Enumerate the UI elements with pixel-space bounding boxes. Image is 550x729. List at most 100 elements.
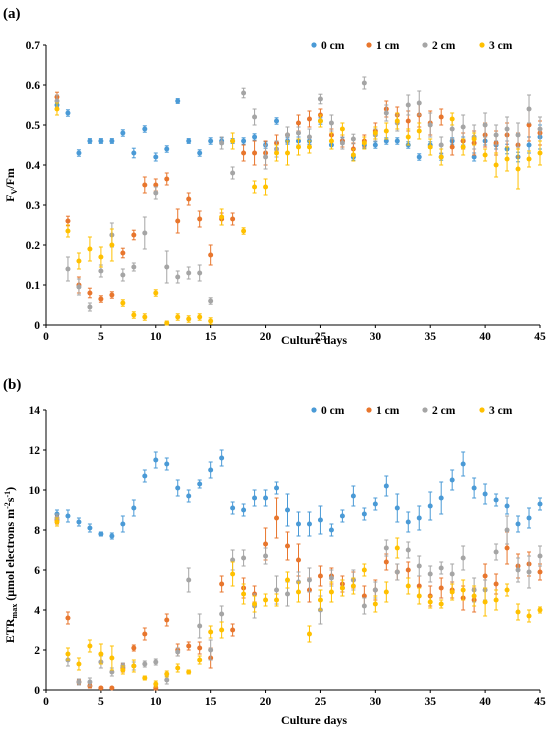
panel-b-y-tick-label: 8 [34, 525, 40, 537]
panel-a-data-point [482, 152, 488, 158]
panel-a-data-point [142, 182, 148, 188]
panel-a-data-point [295, 130, 301, 136]
panel-b-data-point [317, 517, 323, 523]
panel-a-data-point [131, 264, 137, 270]
panel-a-data-point [197, 314, 203, 320]
panel-b-data-point [416, 563, 422, 569]
panel-a-data-point [449, 126, 455, 132]
panel-a-data-point [230, 170, 236, 176]
panel-a-x-tick-label: 0 [43, 331, 49, 343]
panel-b-data-point [197, 623, 203, 629]
panel-a-data-point [109, 292, 115, 298]
panel-a-data-point [230, 216, 236, 222]
panel-b-legend-marker [479, 407, 485, 413]
panel-b-label: (b) [3, 377, 21, 393]
panel-b-legend-marker [311, 407, 317, 413]
panel-a-data-point [208, 298, 214, 304]
panel-b-data-point [361, 603, 367, 609]
panel-a-data-point [87, 138, 93, 144]
panel-a-data-point [537, 126, 543, 132]
panel-b-data-point [197, 481, 203, 487]
panel-a-data-point [219, 140, 225, 146]
panel-b-data-point [504, 527, 510, 533]
panel-a-data-point [241, 90, 247, 96]
panel-a-y-tick-label: 0.1 [26, 280, 41, 292]
panel-a-data-point [339, 140, 345, 146]
panel-a-data-point [317, 96, 323, 102]
panel-a-data-point [109, 138, 115, 144]
panel-b-x-axis-title: Culture days [281, 713, 347, 727]
panel-b-data-point [361, 511, 367, 517]
panel-b-x-tick-label: 35 [424, 696, 436, 708]
panel-a-data-point [537, 150, 543, 156]
panel-a-data-point [328, 120, 334, 126]
panel-a-data-point [197, 270, 203, 276]
panel-b-data-point [460, 461, 466, 467]
panel-a-data-point [317, 118, 323, 124]
panel-b-legend-marker [422, 407, 428, 413]
panel-a-data-point [306, 134, 312, 140]
panel-b-data-point [164, 671, 170, 677]
panel-a-data-point [197, 216, 203, 222]
panel-a-data-point [241, 138, 247, 144]
panel-b-x-tick-label: 25 [315, 696, 327, 708]
panel-b-data-point [449, 477, 455, 483]
panel-a-x-tick-label: 25 [315, 331, 327, 343]
panel-a-data-point [54, 106, 60, 112]
panel-a-data-point [65, 110, 71, 116]
panel-a-data-point [87, 290, 93, 296]
panel-b-data-point [438, 585, 444, 591]
panel-b-data-point [460, 587, 466, 593]
panel-a-data-point [219, 214, 225, 220]
panel-b-data-point [252, 495, 258, 501]
panel-b-data-point [482, 491, 488, 497]
panel-b-data-point [449, 589, 455, 595]
panel-b-data-point [460, 555, 466, 561]
panel-a-data-point [493, 132, 499, 138]
panel-a-data-point [526, 142, 532, 148]
panel-a-data-point [526, 156, 532, 162]
panel-b-legend-label: 1 cm [376, 405, 400, 417]
panel-a-x-tick-label: 40 [479, 331, 491, 343]
panel-a-data-point [76, 284, 82, 290]
panel-a-data-point [372, 130, 378, 136]
panel-b-data-point [328, 589, 334, 595]
panel-b-data-point [186, 669, 192, 675]
panel-b-data-point [537, 607, 543, 613]
panel-b-data-point [131, 645, 137, 651]
panel-a-data-point [87, 304, 93, 310]
panel-a-data-point [164, 320, 170, 326]
panel-b-legend-label: 0 cm [321, 405, 345, 417]
panel-a-x-tick-label: 5 [98, 331, 104, 343]
panel-b-data-point [131, 663, 137, 669]
panel-a-y-tick-label: 0 [34, 320, 40, 332]
panel-b-data-point [230, 627, 236, 633]
panel-a-data-point [65, 266, 71, 272]
panel-b-x-tick-label: 45 [534, 696, 546, 708]
panel-b-x-tick-label: 30 [370, 696, 382, 708]
panel-a-data-point [164, 176, 170, 182]
panel-b-data-point [471, 485, 477, 491]
panel-a-data-point [328, 138, 334, 144]
panel-a-data-point [449, 144, 455, 150]
panel-b-data-point [306, 577, 312, 583]
panel-b-y-tick-label: 10 [29, 485, 41, 497]
panel-b-data-point [449, 571, 455, 577]
panel-a-data-point [164, 264, 170, 270]
panel-b-data-point [317, 597, 323, 603]
panel-a-y-tick-label: 0.4 [26, 160, 41, 172]
panel-a-data-point [120, 250, 126, 256]
panel-b-data-point [383, 483, 389, 489]
panel-a-data-point [120, 272, 126, 278]
panel-b-data-point [153, 457, 159, 463]
panel-a-data-point [98, 268, 104, 274]
panel-a-data-point [175, 218, 181, 224]
panel-b-data-point [493, 597, 499, 603]
panel-b-data-point [372, 501, 378, 507]
panel-a-data-point [383, 110, 389, 116]
panel-b-data-point [230, 571, 236, 577]
panel-a-data-point [197, 150, 203, 156]
panel-a-x-tick-label: 15 [205, 331, 217, 343]
panel-b-legend-marker [366, 407, 372, 413]
panel-a-data-point [153, 182, 159, 188]
